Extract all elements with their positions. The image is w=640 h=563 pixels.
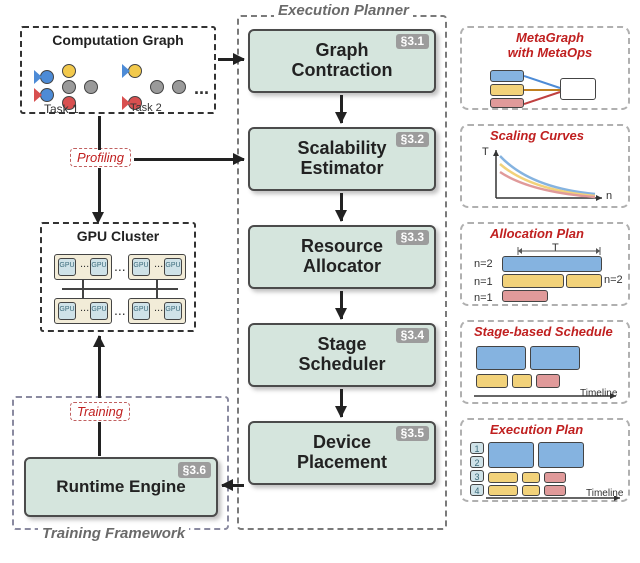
section-badge: §3.6 (178, 462, 211, 478)
stage-scalability-estimator: Scalability Estimator §3.2 (248, 127, 436, 191)
arrow-s1-s2 (340, 95, 343, 123)
conn-profiling-gpu (98, 168, 101, 218)
arrow-s2-s3 (340, 193, 343, 221)
stage-label: Runtime Engine (56, 477, 185, 497)
execution-planner-label: Execution Planner (274, 2, 413, 19)
stage-label: Graph Contraction (292, 41, 393, 81)
axis-x-label: n (606, 190, 612, 202)
out-allocation-title: Allocation Plan (490, 226, 584, 241)
section-badge: §3.4 (396, 328, 429, 343)
conn-runtime-training (98, 422, 101, 456)
stage-graph-contraction: Graph Contraction §3.1 (248, 29, 436, 93)
scaling-curves-svg (490, 148, 610, 206)
section-badge: §3.2 (396, 132, 429, 147)
arrow-s4-s5 (340, 389, 343, 417)
gpu-cluster-box: GPU Cluster GPU ... GPU GPU ... GPU ... … (40, 222, 196, 332)
axis-y-label: T (482, 146, 489, 158)
metagraph-edges (524, 68, 564, 110)
task2-label: Task 2 (130, 102, 162, 114)
stage-resource-allocator: Resource Allocator §3.3 (248, 225, 436, 289)
section-badge: §3.5 (396, 426, 429, 441)
out-stage-schedule: Stage-based Schedule Timeline (460, 320, 630, 404)
out-schedule-title: Stage-based Schedule (474, 324, 613, 339)
n1-label: n=1 (474, 276, 493, 288)
profiling-label: Profiling (70, 148, 131, 167)
arrow-compgraph-s1 (218, 58, 244, 61)
training-framework-label: Training Framework (38, 525, 189, 542)
out-metagraph: MetaGraph with MetaOps (460, 26, 630, 110)
n2b-label: n=2 (604, 274, 623, 286)
out-metagraph-title: MetaGraph with MetaOps (480, 30, 620, 60)
out-execplan-title: Execution Plan (490, 422, 583, 437)
timeline-label2: Timeline (586, 488, 623, 499)
stage-label: Device Placement (297, 433, 387, 473)
stage-stage-scheduler: Stage Scheduler §3.4 (248, 323, 436, 387)
stage-device-placement: Device Placement §3.5 (248, 421, 436, 485)
gpu-cluster-title: GPU Cluster (42, 228, 194, 244)
n2-label: n=2 (474, 258, 493, 270)
arrow-s3-s4 (340, 291, 343, 319)
diagram-canvas: Execution Planner Training Framework Com… (0, 0, 640, 563)
timeline-label: Timeline (580, 388, 617, 399)
computation-graph-title: Computation Graph (22, 32, 214, 48)
training-label: Training (70, 402, 130, 421)
task1-label: Task 1 (44, 102, 79, 116)
section-badge: §3.3 (396, 230, 429, 245)
arrow-profiling-s2 (134, 158, 244, 161)
conn-profiling-down (98, 116, 101, 150)
t-arrow (514, 246, 604, 256)
section-badge: §3.1 (396, 34, 429, 49)
n1b-label: n=1 (474, 292, 493, 304)
out-execution-plan: Execution Plan 1 2 3 4 Timeline (460, 418, 630, 502)
stage-label: Scalability Estimator (297, 139, 386, 179)
computation-graph-box: Computation Graph Task 1 Task 2 ... (20, 26, 216, 114)
stage-label: Resource Allocator (301, 237, 383, 277)
out-allocation-plan: Allocation Plan T n=2 n=1 n=2 n=1 (460, 222, 630, 306)
arrow-training-gpu (98, 336, 101, 398)
out-scaling-title: Scaling Curves (490, 128, 584, 143)
stage-label: Stage Scheduler (298, 335, 385, 375)
stage-runtime-engine: Runtime Engine §3.6 (24, 457, 218, 517)
arrow-s5-runtime (222, 484, 244, 487)
tasks-ellipsis: ... (194, 78, 209, 99)
out-scaling-curves: Scaling Curves T n (460, 124, 630, 208)
conn-profiling-gpu-head (92, 212, 104, 224)
